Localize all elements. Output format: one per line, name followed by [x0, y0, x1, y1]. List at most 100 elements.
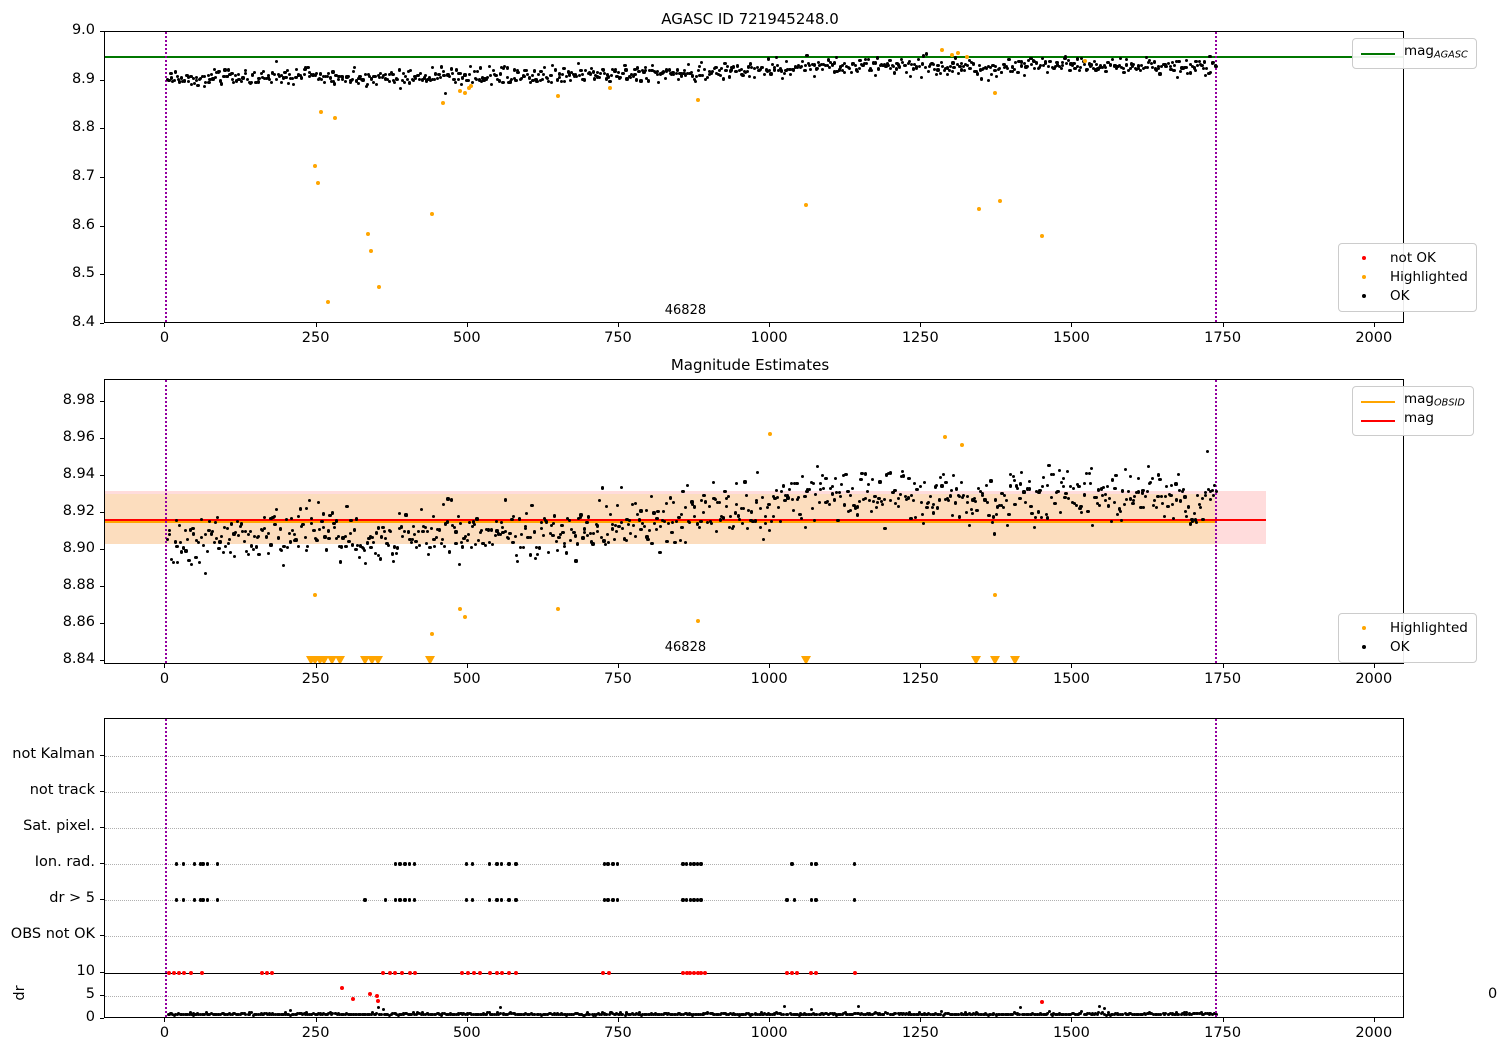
- data-point-highlighted: [366, 231, 371, 236]
- data-point-ok: [464, 534, 468, 538]
- flag-marker-dr-gt5: [514, 898, 518, 902]
- x-tick-label: 500: [452, 1025, 481, 1041]
- data-point-ok: [724, 505, 728, 509]
- dr-data-point: [742, 1012, 746, 1016]
- data-point-ok: [1034, 61, 1038, 65]
- legend-item[interactable]: Highlighted: [1347, 619, 1468, 638]
- dr-data-point: [410, 1013, 414, 1017]
- flag-row-label: not track: [29, 782, 95, 798]
- data-point-ok: [434, 536, 439, 540]
- data-point-ok: [550, 80, 554, 85]
- dr-data-point: [916, 1012, 920, 1016]
- dr-data-point: [1102, 1013, 1106, 1017]
- data-point-ok: [624, 68, 628, 72]
- clipped-low-marker: [970, 656, 981, 663]
- dr-data-point: [883, 1010, 887, 1014]
- data-point-ok: [721, 516, 725, 520]
- data-point-ok: [909, 516, 913, 521]
- data-point-ok: [734, 502, 738, 507]
- data-point-highlighted: [333, 115, 338, 120]
- data-point-ok: [1070, 501, 1075, 505]
- data-point-ok: [459, 540, 463, 544]
- data-point-ok: [1072, 62, 1076, 66]
- flag-marker-ion-rad: [692, 862, 696, 866]
- data-point-ok: [1098, 504, 1102, 508]
- data-point-ok: [256, 535, 261, 539]
- dr-data-point: [1188, 1013, 1192, 1017]
- flag-marker-dr-gt5: [507, 898, 511, 902]
- data-point-ok: [1082, 493, 1087, 497]
- data-point-ok: [1030, 63, 1034, 67]
- legend-item[interactable]: Highlighted: [1347, 268, 1468, 287]
- legend-item[interactable]: OK: [1347, 638, 1468, 657]
- data-point-ok: [912, 67, 916, 71]
- data-point-ok: [1000, 70, 1004, 74]
- data-point-ok: [838, 491, 842, 495]
- data-point-ok: [526, 536, 530, 540]
- data-point-ok: [873, 495, 877, 499]
- dr-data-point: [376, 1006, 380, 1010]
- dr-data-point: [1134, 1013, 1138, 1017]
- data-point-ok: [566, 516, 570, 520]
- data-point-ok: [793, 482, 797, 486]
- data-point-ok: [551, 534, 555, 538]
- data-point-ok: [491, 69, 495, 73]
- dr-data-point: [1205, 1012, 1209, 1016]
- dr-data-point: [605, 1013, 609, 1017]
- dr-data-point: [655, 1013, 659, 1017]
- clipped-low-marker: [360, 656, 370, 663]
- dr-data-point: [621, 1013, 625, 1017]
- dr-not-ok-marker: [199, 971, 204, 976]
- data-point-ok: [1134, 68, 1138, 72]
- data-point-ok: [970, 511, 974, 515]
- data-point-ok: [452, 526, 456, 530]
- legend-item[interactable]: magAGASC: [1361, 43, 1468, 63]
- dr-data-point: [533, 1013, 537, 1017]
- data-point-ok: [1096, 67, 1100, 71]
- data-point-ok: [978, 68, 982, 72]
- x-tick: [164, 1018, 166, 1022]
- flag-marker-dr-gt5: [699, 898, 703, 902]
- y-tick: [100, 128, 104, 130]
- data-point-ok: [943, 497, 947, 502]
- dr-data-point: [638, 1011, 641, 1015]
- data-point-ok: [288, 540, 293, 544]
- data-point-ok: [835, 69, 839, 74]
- data-point-ok: [686, 63, 690, 67]
- dr-tick-label: 5: [85, 985, 95, 1002]
- dr-not-ok-marker: [265, 971, 270, 976]
- data-point-ok: [830, 484, 834, 488]
- legend-item[interactable]: mag: [1361, 410, 1465, 430]
- legend-item[interactable]: OK: [1347, 287, 1468, 306]
- dr-data-point: [828, 1012, 832, 1016]
- data-point-ok: [409, 540, 413, 544]
- data-point-ok: [700, 499, 704, 503]
- legend-item-label: OK: [1390, 288, 1410, 304]
- x-tick: [1373, 1018, 1375, 1022]
- data-point-ok: [702, 68, 706, 72]
- dr-data-point: [420, 1011, 424, 1015]
- data-point-ok: [799, 517, 803, 521]
- legend-item[interactable]: magOBSID: [1361, 391, 1465, 411]
- data-point-ok: [804, 526, 808, 530]
- data-point-ok: [583, 78, 587, 82]
- data-point-ok: [684, 541, 688, 545]
- dr-data-point: [944, 1011, 948, 1015]
- data-point-ok: [855, 69, 860, 74]
- data-point-ok: [180, 80, 185, 84]
- legend-item[interactable]: not OK: [1347, 249, 1468, 268]
- data-point-ok: [464, 78, 468, 82]
- dr-data-point: [202, 1013, 206, 1017]
- data-point-ok: [418, 544, 422, 548]
- data-point-ok: [687, 520, 692, 524]
- data-point-ok: [374, 82, 378, 87]
- data-point-ok: [728, 514, 732, 518]
- data-point-ok: [818, 63, 822, 68]
- dr-data-point: [1019, 1006, 1023, 1010]
- dr-data-point: [483, 1013, 487, 1017]
- data-point-ok: [505, 66, 509, 70]
- data-point-ok: [357, 76, 361, 80]
- data-point-ok: [921, 54, 926, 58]
- data-point-ok: [510, 517, 514, 522]
- data-point-ok: [974, 500, 978, 504]
